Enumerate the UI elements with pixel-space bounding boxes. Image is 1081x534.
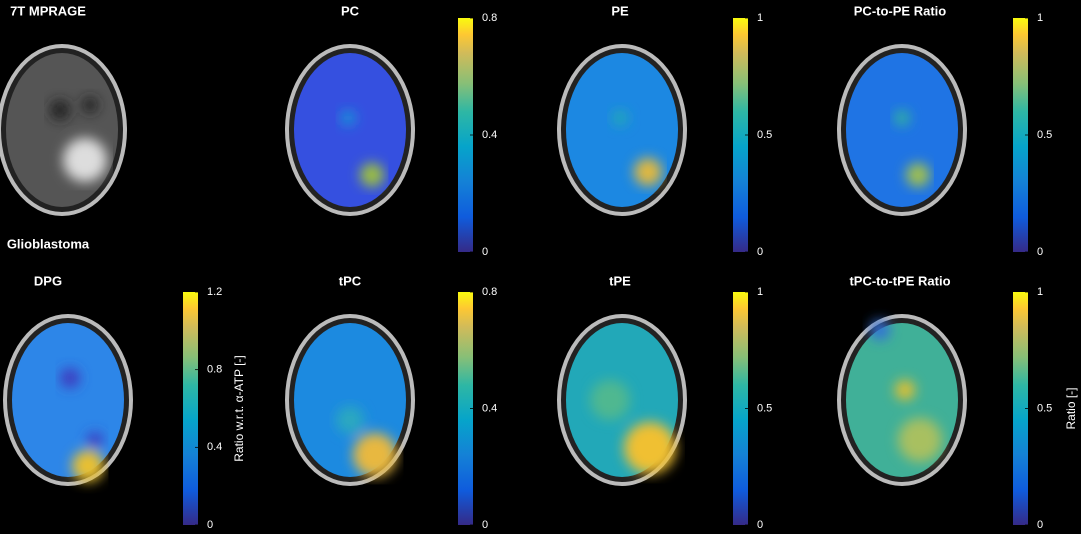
- map-features: [894, 110, 930, 187]
- panel-title: 7T MPRAGE: [10, 3, 86, 18]
- colorbar-tick-label: 0: [1037, 519, 1043, 531]
- map-features: [50, 97, 107, 182]
- map-blob: [624, 422, 676, 474]
- panel-title: tPE: [609, 273, 631, 288]
- colorbar-tick-label: 0.8: [482, 12, 497, 24]
- colorbar-label: Ratio w.r.t. α-ATP [-]: [232, 355, 246, 462]
- colorbar-tick-label: 0: [757, 519, 763, 531]
- map-blob: [353, 433, 397, 477]
- map-blob: [612, 110, 628, 126]
- map-blob: [590, 380, 630, 420]
- map-features: [612, 110, 662, 186]
- map-blob: [340, 110, 356, 126]
- brain-image: [837, 44, 967, 216]
- map-blob: [72, 450, 104, 482]
- map-features: [340, 110, 384, 187]
- map-blob: [870, 320, 890, 340]
- colorbar-tick-label: 0.4: [482, 402, 497, 414]
- brain-map: [12, 323, 124, 477]
- colorbar: [183, 292, 198, 525]
- colorbar-tick-label: 0.5: [757, 402, 772, 414]
- panel-title: PC: [341, 3, 360, 18]
- map-blob: [895, 380, 915, 400]
- colorbar-tick-label: 1: [1037, 12, 1043, 24]
- map-features: [870, 320, 942, 462]
- colorbar-tick-label: 0: [482, 519, 488, 531]
- brain-image: [837, 314, 967, 486]
- colorbar-tick-label: 0: [1037, 246, 1043, 258]
- map-blob: [906, 163, 930, 187]
- map-features: [336, 406, 397, 477]
- panel-title: DPG: [34, 273, 62, 288]
- map-features: [60, 368, 104, 482]
- colorbar: [1013, 292, 1028, 525]
- colorbar-tick-label: 0.5: [1037, 129, 1052, 141]
- map-blob: [336, 406, 364, 434]
- brain-image: [557, 44, 687, 216]
- brain-map: [6, 53, 118, 207]
- colorbar: [1013, 18, 1028, 252]
- brain-image: [0, 44, 127, 216]
- colorbar-tick-label: 0.5: [757, 129, 772, 141]
- brain-image: [3, 314, 133, 486]
- colorbar-tick-label: 1.2: [207, 286, 222, 298]
- panel-caption: Glioblastoma: [7, 236, 90, 251]
- map-blob: [898, 418, 942, 462]
- colorbar-tick-label: 0: [482, 246, 488, 258]
- brain-map: [566, 53, 678, 207]
- map-blob: [63, 138, 107, 182]
- brain-image: [557, 314, 687, 486]
- colorbar-tick-label: 0.8: [482, 286, 497, 298]
- panel-title: PE: [611, 3, 629, 18]
- colorbar-tick-label: 1: [1037, 286, 1043, 298]
- colorbar-tick-label: 0.4: [207, 441, 222, 453]
- map-blob: [634, 158, 662, 186]
- map-blob: [87, 432, 103, 448]
- colorbar-tick-label: 1: [757, 286, 763, 298]
- map-blob: [82, 97, 98, 113]
- brain-image: [285, 44, 415, 216]
- panel-title: tPC-to-tPE Ratio: [849, 273, 950, 288]
- colorbar-tick-label: 0: [757, 246, 763, 258]
- colorbar-tick-label: 0.8: [207, 364, 222, 376]
- colorbar-tick-label: 0: [207, 519, 213, 531]
- brain-image: [285, 314, 415, 486]
- colorbar: [733, 292, 748, 525]
- map-blob: [360, 163, 384, 187]
- colorbar-tick-label: 1: [757, 12, 763, 24]
- colorbar: [458, 18, 473, 252]
- map-blob: [50, 100, 70, 120]
- colorbar-label: Ratio [-]: [1064, 387, 1078, 429]
- brain-map: [846, 323, 958, 477]
- colorbar: [733, 18, 748, 252]
- colorbar-tick-label: 0.5: [1037, 402, 1052, 414]
- panel-title: PC-to-PE Ratio: [854, 3, 947, 18]
- brain-map: [294, 53, 406, 207]
- map-features: [590, 380, 676, 474]
- map-blob: [60, 368, 80, 388]
- panel-title: tPC: [339, 273, 362, 288]
- brain-map: [846, 53, 958, 207]
- colorbar: [458, 292, 473, 525]
- colorbar-tick-label: 0.4: [482, 129, 497, 141]
- map-blob: [894, 110, 910, 126]
